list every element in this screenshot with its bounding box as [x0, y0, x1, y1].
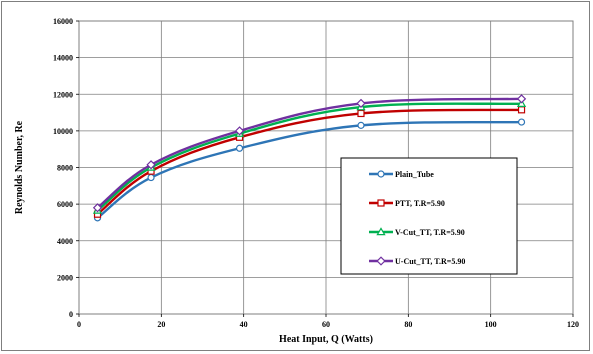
data-point	[234, 126, 245, 136]
legend-label: V-Cut_TT, T.R=5.90	[395, 228, 465, 237]
legend-label: PTT, T.R=5.90	[395, 199, 445, 208]
data-point	[517, 106, 526, 114]
y-tick-label: 6000	[57, 200, 73, 209]
legend-swatch-marker	[377, 170, 385, 178]
legend-box	[340, 157, 518, 275]
data-point	[517, 118, 526, 126]
data-point	[357, 121, 365, 129]
legend-label: U-Cut_TT, T.R=5.90	[395, 257, 465, 266]
legend-item: Plain_Tube	[369, 170, 434, 179]
data-point	[147, 173, 155, 182]
series-line	[96, 108, 522, 216]
x-tick-label: 100	[485, 320, 497, 329]
x-tick-label: 20	[157, 320, 165, 329]
series-v-cut-tt-t-r-5-90	[92, 98, 527, 214]
y-tick-label: 2000	[57, 273, 73, 282]
y-tick-label: 8000	[57, 164, 73, 173]
legend: Plain_Tube PTT, T.R=5.90 V-Cut_TT, T.R=5.9…	[340, 157, 518, 275]
data-point	[516, 94, 527, 104]
x-tick-label: 120	[567, 320, 579, 329]
series-line	[96, 120, 522, 219]
legend-swatch-marker	[377, 199, 385, 207]
series-line	[96, 97, 522, 209]
y-tick-label: 12000	[53, 90, 73, 99]
legend-swatch-marker	[376, 227, 386, 236]
legend-item: PTT, T.R=5.90	[369, 199, 445, 208]
y-tick-label: 10000	[53, 127, 73, 136]
data-point	[146, 160, 156, 170]
legend-swatch-marker	[376, 256, 386, 266]
y-tick-label: 14000	[53, 54, 73, 63]
legend-item: V-Cut_TT, T.R=5.90	[369, 227, 465, 237]
y-tick-label: 4000	[57, 237, 73, 246]
series-plain-tube	[93, 118, 526, 222]
x-tick-label: 80	[404, 320, 412, 329]
series-line	[96, 102, 522, 212]
data-point	[357, 109, 365, 118]
x-tick-label: 60	[322, 320, 330, 329]
legend-label: Plain_Tube	[395, 170, 434, 179]
x-tick-label: 40	[240, 320, 248, 329]
data-point	[235, 144, 244, 152]
series-u-cut-tt-t-r-5-90	[92, 94, 527, 213]
x-tick-label: 0	[77, 320, 81, 329]
series-group	[92, 94, 527, 222]
x-axis-title: Heat Input, Q (Watts)	[279, 334, 373, 345]
y-tick-label: 16000	[53, 17, 73, 26]
y-axis-title: Reynolds Number, Re	[14, 120, 25, 214]
y-tick-label: 0	[69, 310, 73, 319]
legend-item: U-Cut_TT, T.R=5.90	[369, 256, 465, 266]
x-axis-ticks: 0 20 40 60 80 100 120	[77, 314, 579, 329]
data-point	[356, 98, 366, 109]
y-axis-ticks: 0 2000 4000 6000 8000 10000 12000 14000 16000	[53, 17, 79, 319]
data-point	[92, 203, 103, 213]
